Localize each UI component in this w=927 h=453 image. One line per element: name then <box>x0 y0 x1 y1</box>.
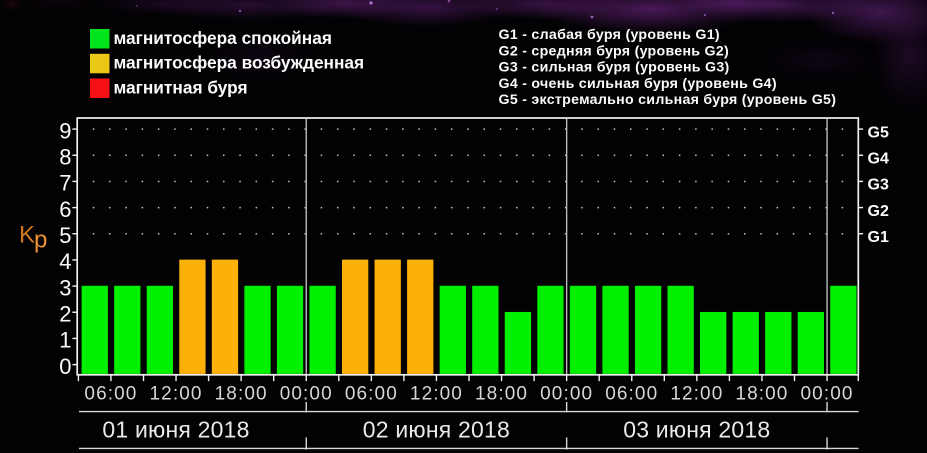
svg-text:02 июня 2018: 02 июня 2018 <box>363 417 510 443</box>
svg-text:p: p <box>34 227 47 254</box>
svg-text:06:00: 06:00 <box>605 384 658 405</box>
svg-text:G3 - сильная буря (уровень G3): G3 - сильная буря (уровень G3) <box>499 60 730 76</box>
svg-text:7: 7 <box>59 171 71 196</box>
svg-text:5: 5 <box>59 223 71 248</box>
svg-text:0: 0 <box>59 354 71 379</box>
svg-text:18:00: 18:00 <box>735 384 788 405</box>
svg-text:G1 - слабая буря (уровень G1): G1 - слабая буря (уровень G1) <box>499 27 720 43</box>
svg-text:4: 4 <box>59 249 71 274</box>
svg-text:G2 - средняя буря (уровень G2): G2 - средняя буря (уровень G2) <box>499 43 730 59</box>
svg-text:12:00: 12:00 <box>410 384 463 405</box>
svg-text:6: 6 <box>59 197 71 222</box>
svg-text:8: 8 <box>59 144 71 169</box>
svg-text:06:00: 06:00 <box>84 384 137 405</box>
svg-text:12:00: 12:00 <box>150 384 203 405</box>
svg-text:18:00: 18:00 <box>475 384 528 405</box>
svg-text:магнитная буря: магнитная буря <box>114 77 248 97</box>
svg-text:G1: G1 <box>868 229 889 246</box>
svg-text:00:00: 00:00 <box>540 384 593 405</box>
svg-text:03 июня 2018: 03 июня 2018 <box>623 417 770 443</box>
svg-text:1: 1 <box>59 328 71 353</box>
svg-text:2: 2 <box>59 301 71 326</box>
svg-text:G5: G5 <box>868 124 889 141</box>
svg-text:G3: G3 <box>868 177 889 194</box>
svg-text:9: 9 <box>59 118 71 143</box>
svg-text:12:00: 12:00 <box>670 384 723 405</box>
svg-text:3: 3 <box>59 275 71 300</box>
svg-text:18:00: 18:00 <box>215 384 268 405</box>
svg-text:00:00: 00:00 <box>280 384 333 405</box>
svg-text:магнитосфера спокойная: магнитосфера спокойная <box>114 28 332 48</box>
svg-text:00:00: 00:00 <box>801 384 854 405</box>
svg-text:06:00: 06:00 <box>345 384 398 405</box>
svg-text:G4 - очень сильная буря (урове: G4 - очень сильная буря (уровень G4) <box>499 76 777 92</box>
svg-text:G4: G4 <box>868 150 889 167</box>
svg-text:магнитосфера возбужденная: магнитосфера возбужденная <box>114 53 365 73</box>
svg-text:G5 - экстремально сильная буря: G5 - экстремально сильная буря (уровень … <box>499 92 837 108</box>
svg-text:K: K <box>19 222 35 249</box>
svg-text:01 июня 2018: 01 июня 2018 <box>102 417 249 443</box>
svg-text:G2: G2 <box>868 203 889 220</box>
